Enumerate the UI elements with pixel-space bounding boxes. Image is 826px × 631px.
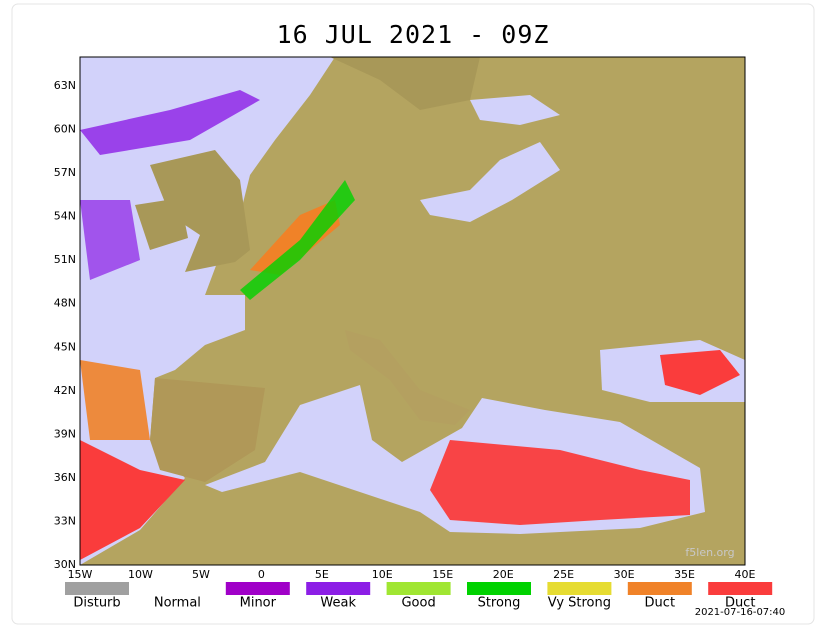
latitude-label: 63N [54,79,76,92]
duct-atlantic [80,440,185,560]
legend-label: Normal [154,596,201,611]
legend-swatch [547,582,612,595]
longitude-label: 30E [614,568,635,581]
duct-black-sea [660,350,740,395]
weak-atlantic [80,90,260,155]
legend-swatch [627,582,692,595]
longitude-label: 40E [735,568,756,581]
latitude-label: 54N [54,210,76,223]
gulf-of-bothnia [470,95,560,125]
map-border [79,56,746,566]
latitude-label: 36N [54,471,76,484]
legend-swatch [467,582,531,595]
legend-swatch [225,582,290,595]
legend-swatch [708,582,773,595]
legend-swatch [65,582,129,595]
duct-east-med [430,440,690,525]
weak-west [80,200,140,280]
legend-label: Duct [725,596,756,611]
scandinavia [330,57,480,110]
longitude-label: 15W [68,568,93,581]
legend-label: Strong [478,596,521,611]
latitude-label: 48N [54,297,76,310]
legend-label: Vy Strong [548,596,611,611]
legend-label: Minor [240,596,277,611]
baltic [420,142,560,222]
longitude-label: 25E [553,568,574,581]
timestamp: 2021-07-16-07:40 [695,607,786,618]
longitude-label: 20E [493,568,514,581]
italy [345,330,470,425]
longitude-label: 15E [432,568,453,581]
latitude-label: 57N [54,166,76,179]
longitude-label: 5E [315,568,329,581]
latitude-label: 45N [54,340,76,353]
ireland [135,198,188,250]
latitude-label: 30N [54,558,76,571]
legend-swatch [306,582,371,595]
longitude-label: 5W [192,568,210,581]
legend-label: Disturb [73,596,120,611]
latitude-label: 42N [54,384,76,397]
legend-label: Good [401,596,435,611]
longitude-label: 35E [674,568,695,581]
title: 16 JUL 2021 - 09Z [277,20,550,49]
latitude-label: 60N [54,123,76,136]
legend-swatch [386,582,451,595]
iberia [150,378,265,482]
duct-biscay [80,360,150,440]
strong-north-sea [240,180,355,300]
legend-label: Weak [320,596,356,611]
britain [150,150,250,272]
legend-label: Duct [645,596,676,611]
longitude-label: 10E [372,568,393,581]
longitude-label: 10W [128,568,153,581]
watermark: f5len.org [685,546,734,559]
longitude-label: 0 [258,568,265,581]
latitude-label: 39N [54,427,76,440]
map-area [79,56,746,566]
latitude-label: 51N [54,253,76,266]
latitude-label: 33N [54,514,76,527]
